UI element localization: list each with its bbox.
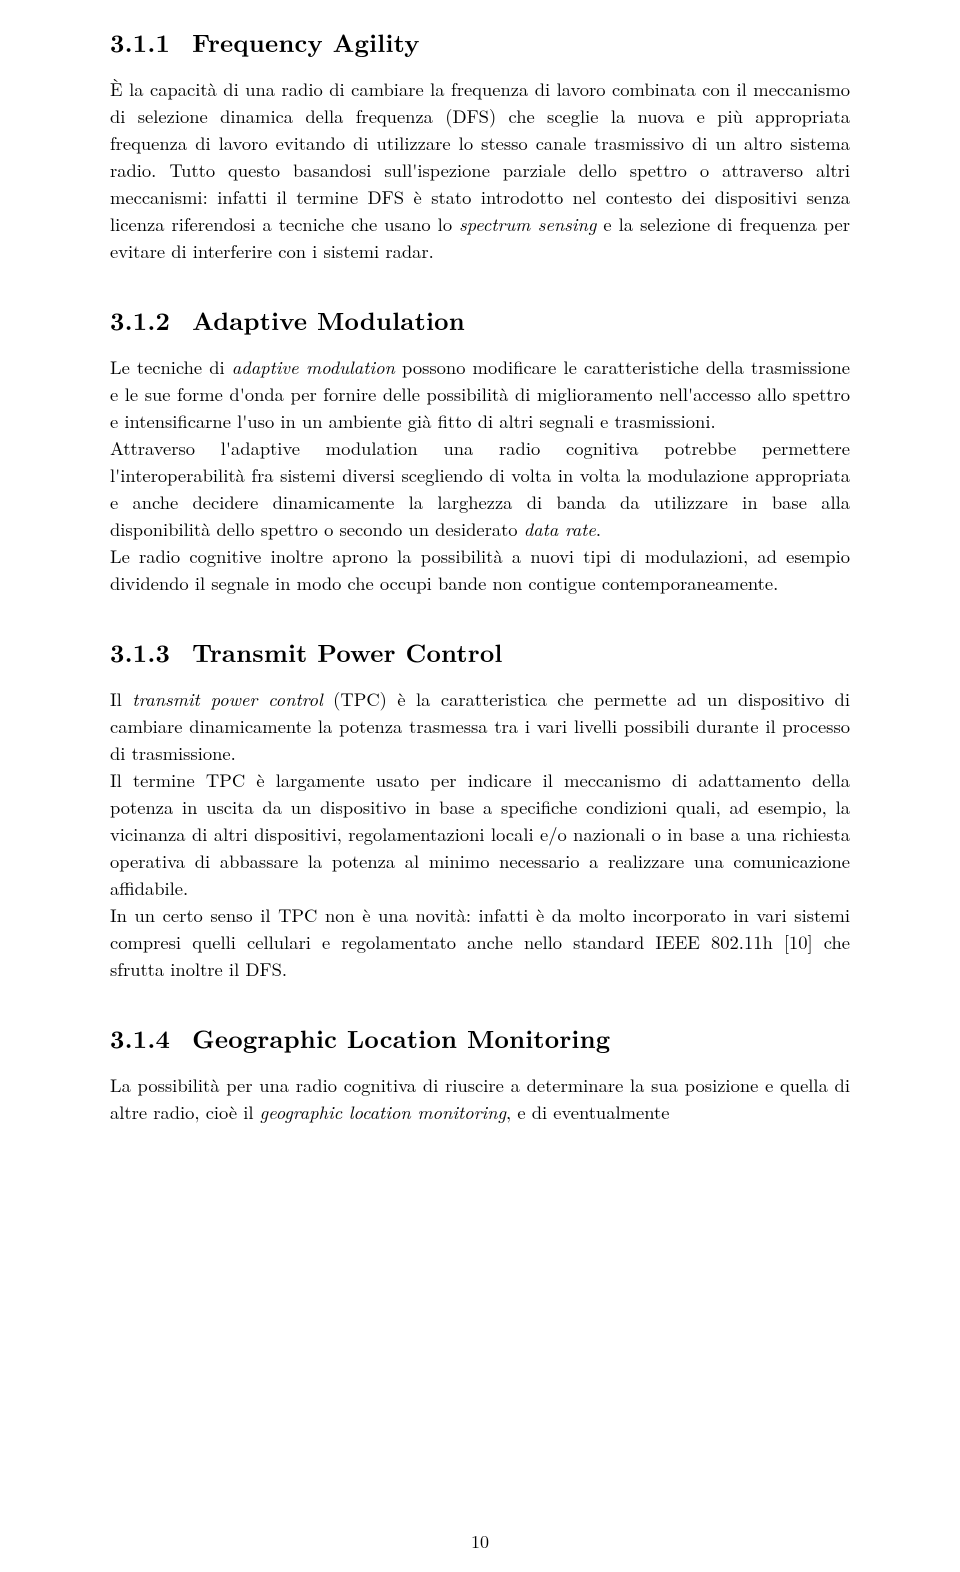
section-number: 3.1.4 bbox=[110, 1021, 170, 1056]
section-number: 3.1.3 bbox=[110, 635, 170, 670]
section-title: Geographic Location Monitoring bbox=[192, 1021, 610, 1056]
body-paragraph: Le tecniche di adaptive modulation posso… bbox=[110, 354, 850, 435]
section-number: 3.1.1 bbox=[110, 25, 170, 60]
section-title: Frequency Agility bbox=[192, 25, 420, 60]
body-paragraph: Il termine TPC è largamente usato per in… bbox=[110, 767, 850, 902]
section-heading-3-1-1: 3.1.1 Frequency Agility bbox=[110, 25, 850, 60]
section-title: Adaptive Modulation bbox=[192, 303, 465, 338]
body-paragraph: Attraverso l'adaptive modulation una rad… bbox=[110, 435, 850, 543]
body-paragraph: La possibilità per una radio cognitiva d… bbox=[110, 1072, 850, 1126]
section-title: Transmit Power Control bbox=[192, 635, 503, 670]
document-page: 3.1.1 Frequency Agility È la capacità di … bbox=[0, 0, 960, 1572]
section-heading-3-1-4: 3.1.4 Geographic Location Monitoring bbox=[110, 1021, 850, 1056]
body-paragraph: È la capacità di una radio di cambiare l… bbox=[110, 76, 850, 265]
section-number: 3.1.2 bbox=[110, 303, 170, 338]
section-heading-3-1-2: 3.1.2 Adaptive Modulation bbox=[110, 303, 850, 338]
body-paragraph: Il transmit power control (TPC) è la car… bbox=[110, 686, 850, 767]
page-number: 10 bbox=[0, 1529, 960, 1554]
body-paragraph: Le radio cognitive inoltre aprono la pos… bbox=[110, 543, 850, 597]
section-heading-3-1-3: 3.1.3 Transmit Power Control bbox=[110, 635, 850, 670]
body-paragraph: In un certo senso il TPC non è una novit… bbox=[110, 902, 850, 983]
